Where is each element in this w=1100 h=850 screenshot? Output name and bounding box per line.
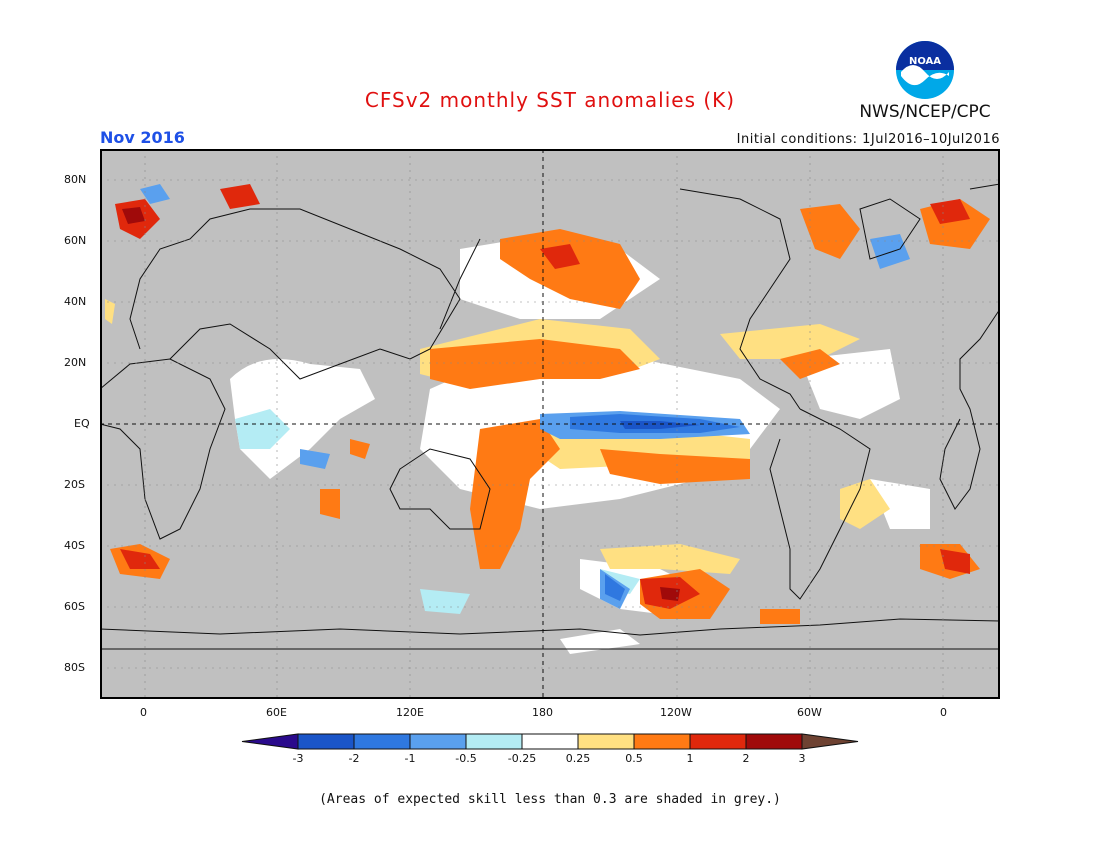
map-canvas (99, 149, 1001, 699)
lon-label-0-left: 0 (140, 706, 147, 719)
latitude-gridlines (100, 179, 1000, 669)
lat-label-80n: 80N (64, 173, 87, 186)
colorbar-bin (353, 733, 411, 750)
colorbar-tick-label: 1 (687, 752, 694, 765)
colorbar-bin (409, 733, 467, 750)
lat-label-20n: 20N (64, 356, 87, 369)
noaa-logo: NOAA (895, 40, 955, 100)
colorbar-tick-label: 0.25 (566, 752, 591, 765)
colorbar-bin (801, 733, 859, 750)
colorbar-bin (577, 733, 635, 750)
lat-label-40s: 40S (64, 539, 85, 552)
lat-label-eq: EQ (74, 417, 90, 430)
colorbar-bin (745, 733, 803, 750)
lat-label-60s: 60S (64, 600, 85, 613)
colorbar-tick-label: 2 (743, 752, 750, 765)
colorbar-tick-label: 0.5 (625, 752, 643, 765)
map-title: CFSv2 monthly SST anomalies (K) (364, 88, 736, 112)
lon-label-60e: 60E (266, 706, 287, 719)
colorbar-bin (633, 733, 691, 750)
colorbar-tick-label: 3 (799, 752, 806, 765)
longitude-gridlines (144, 149, 944, 699)
very-strong-negative-regions (620, 421, 700, 429)
lon-label-60w: 60W (797, 706, 822, 719)
lon-label-120e: 120E (396, 706, 424, 719)
colorbar-tick-label: -0.25 (508, 752, 536, 765)
colorbar-tick-label: -0.5 (455, 752, 476, 765)
colorbar-bin (521, 733, 579, 750)
colorbar-bin (689, 733, 747, 750)
lat-label-20s: 20S (64, 478, 85, 491)
forecast-month: Nov 2016 (100, 128, 185, 147)
map-border (100, 149, 1000, 699)
colorbar-svg: -3 -2 -1 -0.5 -0.25 0.25 0.5 1 2 3 (241, 733, 859, 765)
very-strong-positive-regions (122, 207, 680, 601)
colorbar-bin (297, 733, 355, 750)
lat-label-40n: 40N (64, 295, 87, 308)
colorbar: -3 -2 -1 -0.5 -0.25 0.25 0.5 1 2 3 (230, 728, 870, 778)
noaa-logo-text: NOAA (909, 56, 941, 67)
sst-anomaly-map (99, 149, 1001, 699)
colorbar-tick-label: -2 (349, 752, 360, 765)
lat-label-60n: 60N (64, 234, 87, 247)
colorbar-bin (465, 733, 523, 750)
moderate-positive-regions (110, 199, 990, 624)
colorbar-tick-label: -1 (405, 752, 416, 765)
colorbar-tick-label: -3 (293, 752, 304, 765)
initial-conditions: Initial conditions: 1Jul2016–10Jul2016 (736, 132, 1000, 147)
skill-footnote: (Areas of expected skill less than 0.3 a… (319, 792, 781, 807)
lon-label-0-right: 0 (940, 706, 947, 719)
weak-negative-regions (235, 409, 640, 614)
agency-label: NWS/NCEP/CPC (859, 102, 991, 122)
lat-label-80s: 80S (64, 661, 85, 674)
colorbar-bin (241, 733, 299, 750)
lon-label-180: 180 (532, 706, 553, 719)
lon-label-120w: 120W (660, 706, 692, 719)
